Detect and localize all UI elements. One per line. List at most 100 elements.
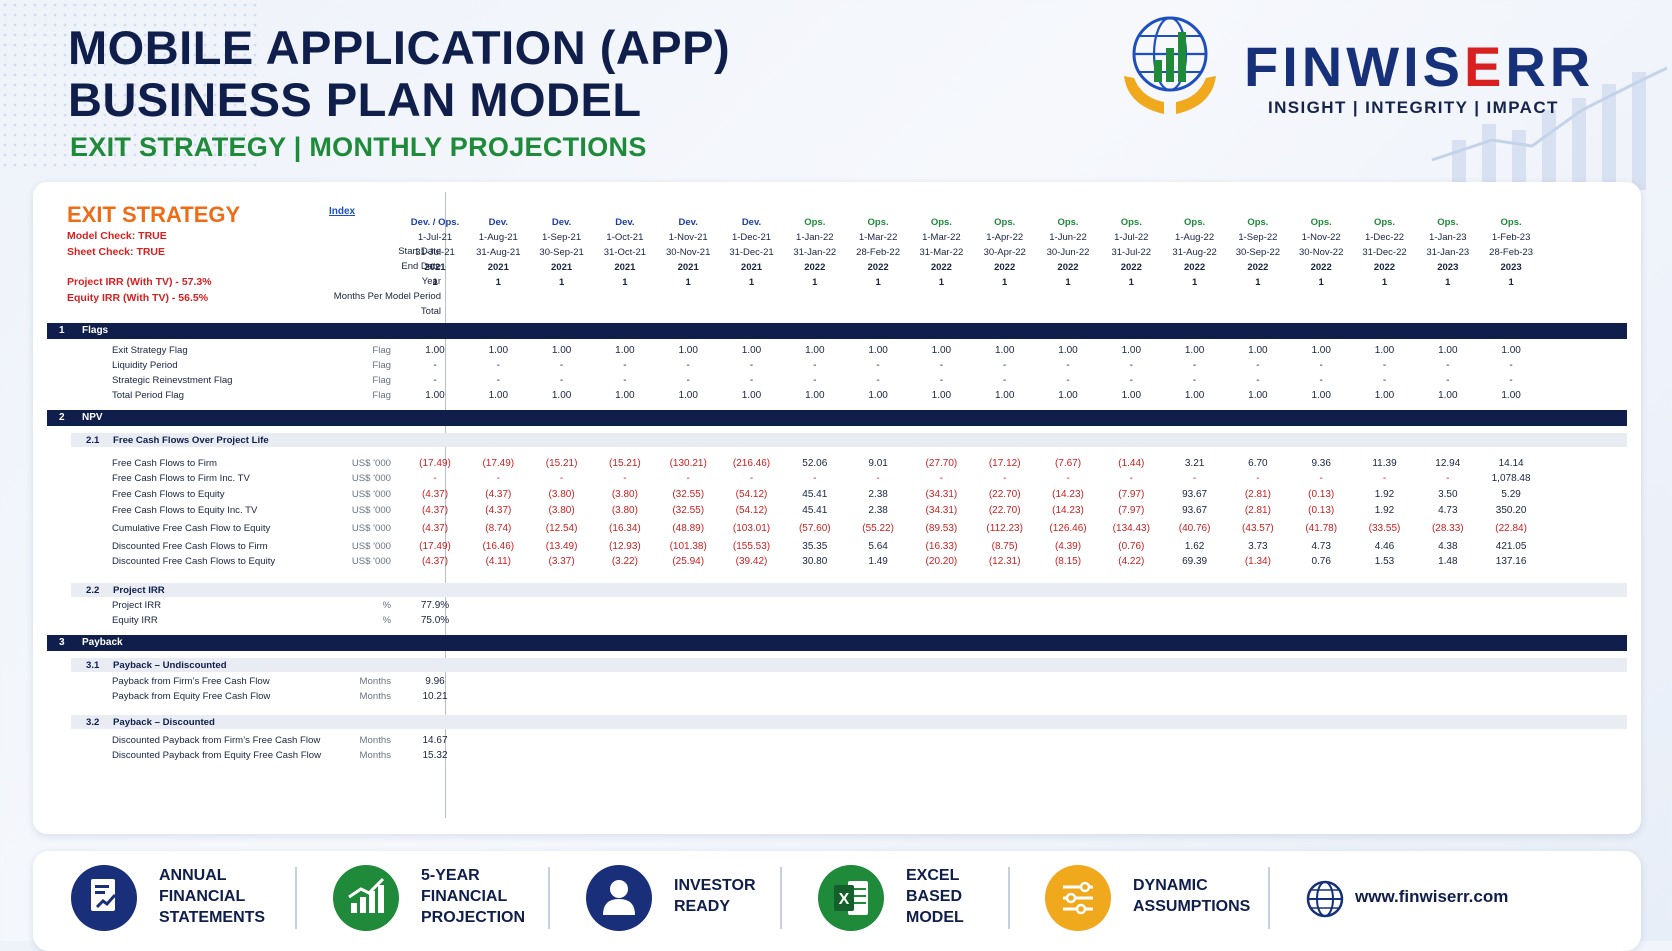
header-months-cell: 1 [1065, 277, 1071, 288]
table-cell: - [1066, 375, 1070, 386]
single-value-cell: 9.96 [425, 676, 445, 687]
table-cell: (4.39) [1054, 541, 1082, 552]
subsection-fcf: 2.1 Free Cash Flows Over Project Life [71, 433, 1627, 447]
table-cell: - [876, 360, 880, 371]
table-cell: (7.97) [1118, 505, 1145, 516]
index-link[interactable]: Index [329, 206, 356, 217]
feature-footer: ANNUAL FINANCIAL STATEMENTS 5-YEAR FINANCIAL… [33, 851, 1641, 951]
table-cell: - [939, 473, 944, 484]
sheet-title: EXIT STRATEGY [67, 202, 241, 227]
feature-label-line: DYNAMIC [1133, 877, 1208, 894]
table-cell: - [939, 360, 944, 371]
table-cell: - [876, 473, 880, 484]
table-cell: - [559, 360, 564, 371]
header-label-total: Total [420, 306, 441, 317]
row-label: Discounted Free Cash Flows to Equity [112, 556, 276, 567]
row-unit: % [382, 615, 391, 626]
row-label: Free Cash Flows to Equity [112, 489, 225, 500]
table-cell: - [1509, 375, 1513, 386]
feature-item: X EXCEL BASED MODEL [818, 851, 1058, 951]
table-cell: (4.37) [485, 505, 512, 516]
header-phase-cell: Dev. [678, 217, 698, 228]
table-cell: (7.97) [1118, 489, 1145, 500]
table-cell: (112.23) [986, 523, 1023, 534]
header-months-cell: 1 [685, 277, 691, 288]
table-cell: (130.21) [669, 458, 707, 469]
header-months-cell: 1 [1128, 277, 1134, 288]
feature-label-line: 5-YEAR [421, 867, 480, 884]
table-cell: (20.20) [925, 556, 958, 567]
table-cell: (155.53) [732, 541, 771, 552]
table-cell: - [433, 473, 437, 484]
table-cell: 6.70 [1248, 458, 1268, 469]
row-unit: % [382, 600, 391, 611]
header-phase-cell: Ops. [804, 217, 826, 228]
row-unit: Months [359, 735, 391, 746]
header-end-cell: 30-Sep-22 [1235, 247, 1281, 258]
table-cell: (54.12) [735, 505, 768, 516]
table-cell: (1.44) [1118, 458, 1145, 469]
header-months-cell: 1 [748, 277, 755, 288]
table-cell: (34.31) [925, 489, 958, 500]
table-cell: 1.00 [1501, 345, 1521, 356]
header-phase-cell: Ops. [1247, 217, 1269, 228]
table-cell: (4.37) [421, 505, 449, 516]
header-start-cell: 1-Mar-22 [922, 232, 961, 243]
table-cell: (3.80) [611, 505, 638, 516]
table-cell: (54.12) [735, 489, 768, 500]
row-label: Liquidity Period [112, 360, 178, 371]
table-cell: 69.39 [1182, 556, 1208, 567]
table-cell: (4.22) [1118, 556, 1145, 567]
table-cell: - [559, 473, 564, 484]
table-cell: (33.55) [1368, 523, 1401, 534]
table-cell: (17.49) [419, 458, 451, 469]
header-phase-cell: Ops. [1310, 217, 1332, 228]
table-cell: - [1319, 473, 1323, 484]
table-cell: 12.94 [1435, 458, 1461, 469]
table-cell: 1.00 [678, 345, 698, 356]
website-link[interactable]: www.finwiserr.com [1355, 887, 1509, 906]
table-cell: 1.62 [1184, 541, 1205, 552]
table-cell: 1.00 [1184, 345, 1205, 356]
table-cell: - [1446, 473, 1450, 484]
table-cell: - [1129, 473, 1133, 484]
feature-label-line: FINANCIAL [421, 888, 508, 905]
table-cell: 14.14 [1498, 458, 1524, 469]
table-cell: (8.15) [1054, 556, 1082, 567]
table-cell: 4.46 [1374, 541, 1395, 552]
row-unit: Months [359, 691, 391, 702]
table-cell: (13.49) [545, 541, 578, 552]
table-cell: (101.38) [669, 541, 707, 552]
page-title-line-1: MOBILE APPLICATION (APP) [68, 21, 731, 74]
table-cell: (48.89) [672, 523, 705, 534]
table-cell: (4.37) [485, 489, 512, 500]
single-value-cell: 14.67 [422, 735, 448, 746]
header-year-cell: 2022 [994, 262, 1016, 273]
table-cell: 1.00 [805, 390, 825, 401]
row-label: Total Period Flag [112, 390, 184, 401]
table-cell: 1.00 [1438, 390, 1458, 401]
row-unit: Flag [372, 360, 391, 371]
table-cell: (17.49) [419, 541, 451, 552]
table-cell: - [1256, 473, 1260, 484]
header-end-cell: 30-Nov-21 [666, 247, 711, 258]
row-label: Free Cash Flows to Equity Inc. TV [112, 505, 258, 516]
row-unit: Flag [372, 375, 391, 386]
feature-label: ANNUAL FINANCIAL STATEMENTS [159, 865, 265, 928]
header-phase-cell: Dev. [488, 217, 508, 228]
header-end-cell: 31-Jul-22 [1111, 247, 1152, 258]
table-cell: 1.00 [1374, 345, 1395, 356]
row-unit: US$ '000 [351, 541, 391, 552]
table-cell: 1.00 [1248, 390, 1268, 401]
column-divider [445, 192, 446, 818]
header-end-cell: 30-Apr-22 [983, 247, 1026, 258]
table-cell: 1.00 [1121, 390, 1142, 401]
table-cell: - [813, 473, 817, 484]
table-cell: 1.00 [931, 390, 952, 401]
table-cell: 1.00 [1248, 345, 1268, 356]
table-cell: 1.00 [425, 345, 445, 356]
table-cell: - [1382, 360, 1387, 371]
header-year-cell: 2023 [1500, 262, 1522, 273]
table-cell: - [686, 360, 690, 371]
table-cell: (0.13) [1308, 489, 1335, 500]
